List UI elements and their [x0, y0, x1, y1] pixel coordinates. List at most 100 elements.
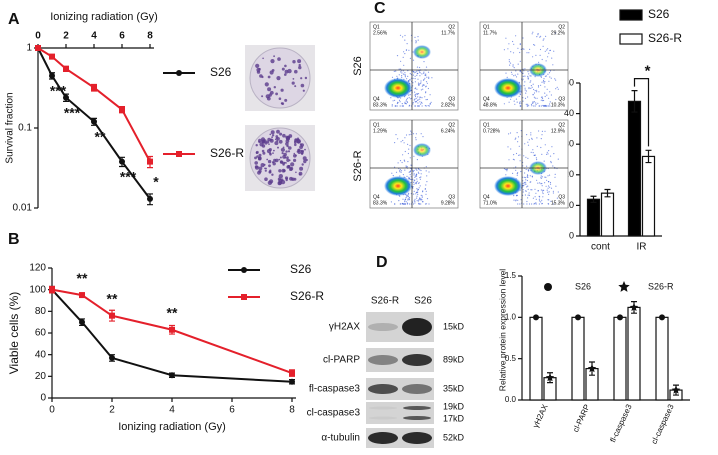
- event: [525, 181, 527, 183]
- colony: [261, 139, 266, 144]
- row-label: S26: [352, 56, 364, 76]
- quadrant-name: Q1: [483, 122, 490, 128]
- event: [400, 171, 402, 173]
- quadrant-name: Q1: [373, 122, 380, 128]
- colony: [267, 159, 272, 164]
- colony: [294, 143, 297, 147]
- event: [529, 81, 531, 83]
- event: [407, 75, 409, 77]
- event: [397, 138, 399, 140]
- event: [541, 58, 543, 61]
- event: [549, 91, 551, 93]
- event: [530, 181, 532, 183]
- event: [416, 88, 418, 90]
- bar: [641, 155, 656, 237]
- event: [549, 186, 551, 188]
- colony: [273, 158, 277, 162]
- x-tick-label: γH2AX: [531, 402, 550, 429]
- event: [402, 139, 404, 142]
- event: [535, 202, 537, 204]
- quadrant-name: Q2: [558, 24, 565, 30]
- quadrant-name: Q3: [558, 96, 565, 102]
- event: [537, 85, 540, 87]
- event: [515, 152, 518, 155]
- blot-band: [403, 416, 431, 420]
- event: [527, 194, 529, 196]
- event: [406, 175, 408, 177]
- event: [534, 196, 536, 198]
- colony: [278, 169, 282, 173]
- x-tick-label: 8: [147, 31, 153, 42]
- event: [541, 130, 544, 132]
- event: [547, 181, 550, 183]
- event: [539, 36, 541, 38]
- error-bar: [590, 195, 597, 203]
- significance: **: [77, 270, 88, 286]
- marker: [79, 319, 85, 326]
- event: [541, 98, 544, 100]
- colony: [267, 75, 271, 79]
- event: [540, 105, 543, 107]
- event: [514, 138, 516, 140]
- event: [542, 104, 544, 107]
- bar: [529, 316, 543, 401]
- event: [525, 179, 527, 181]
- event: [409, 144, 411, 147]
- event: [515, 169, 517, 171]
- event: [416, 178, 418, 180]
- event: [536, 137, 538, 139]
- event: [518, 145, 520, 147]
- event: [405, 197, 407, 199]
- density: [413, 143, 431, 157]
- event: [417, 200, 420, 202]
- marker: [176, 70, 182, 76]
- event: [524, 143, 526, 145]
- event: [532, 101, 534, 103]
- event: [420, 89, 422, 91]
- event: [421, 195, 423, 197]
- event: [519, 60, 521, 63]
- x-tick-label: 2: [109, 405, 115, 416]
- event: [418, 71, 421, 73]
- event: [391, 76, 394, 78]
- event: [414, 182, 416, 184]
- event: [527, 76, 529, 78]
- event: [402, 36, 404, 38]
- event: [525, 156, 527, 158]
- x-tick-label: 6: [229, 405, 235, 416]
- event: [401, 76, 403, 78]
- event: [422, 190, 424, 192]
- event: [528, 52, 530, 54]
- y-axis-label: Survival fraction: [5, 92, 16, 163]
- colony: [275, 92, 278, 96]
- event: [517, 141, 519, 143]
- x-tick-label: 4: [169, 405, 175, 416]
- x-tick-label: IR: [637, 242, 647, 253]
- event: [532, 56, 534, 58]
- event: [540, 35, 542, 37]
- event: [419, 197, 421, 199]
- marker: [119, 158, 125, 165]
- quadrant-name: Q4: [373, 194, 380, 200]
- event: [407, 199, 409, 201]
- event: [505, 174, 507, 176]
- event: [419, 98, 421, 100]
- dot-plot-frame: [369, 119, 459, 209]
- event: [409, 171, 411, 173]
- event: [545, 35, 547, 38]
- event: [417, 96, 419, 98]
- event: [403, 203, 405, 205]
- colony: [269, 179, 274, 184]
- event: [431, 77, 433, 79]
- event: [555, 79, 557, 81]
- colony: [282, 161, 285, 165]
- event: [402, 56, 404, 59]
- panel-label: A: [8, 11, 20, 28]
- colony: [268, 164, 271, 168]
- event: [548, 199, 550, 201]
- event: [403, 159, 405, 161]
- event: [405, 201, 407, 203]
- event: [404, 169, 406, 171]
- significance: **: [107, 290, 118, 306]
- blot-band: [368, 432, 398, 444]
